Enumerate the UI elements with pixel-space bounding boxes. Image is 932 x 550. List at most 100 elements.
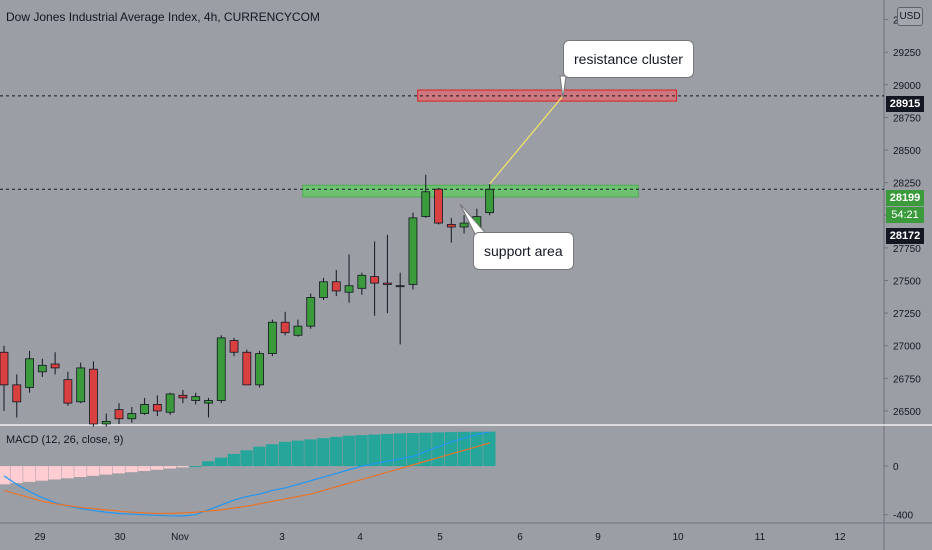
x-tick-label: 12 bbox=[834, 532, 846, 543]
candle-body bbox=[229, 340, 239, 353]
macd-tick-label: -400 bbox=[893, 511, 913, 522]
candle-body bbox=[255, 353, 265, 386]
macd-histogram-bar bbox=[138, 466, 151, 471]
macd-histogram-bar bbox=[74, 466, 87, 478]
candle-body bbox=[76, 367, 86, 403]
candle-body bbox=[280, 321, 290, 334]
candle-body bbox=[63, 379, 73, 404]
candle-body bbox=[12, 384, 22, 403]
candle-body bbox=[127, 413, 137, 420]
candle-body bbox=[0, 351, 9, 386]
macd-histogram-bar bbox=[150, 466, 164, 470]
resistance-callout-pointer bbox=[559, 75, 567, 99]
candle-body bbox=[331, 281, 341, 292]
macd-histogram-bar bbox=[265, 444, 279, 467]
currency-button[interactable]: USD bbox=[897, 7, 923, 26]
macd-histogram-bar bbox=[457, 431, 470, 467]
chart-title: Dow Jones Industrial Average Index, 4h, … bbox=[6, 10, 320, 24]
candle-body bbox=[191, 396, 201, 401]
macd-histogram-bar bbox=[176, 466, 189, 468]
y-tick-label: 28250 bbox=[893, 179, 921, 190]
macd-histogram-bar bbox=[0, 466, 10, 485]
y-tick-label: 27500 bbox=[893, 276, 921, 287]
candle-body bbox=[408, 217, 418, 285]
candle-body bbox=[89, 368, 98, 425]
y-tick-label: 28750 bbox=[893, 113, 921, 124]
candle-body bbox=[178, 394, 188, 399]
x-tick-label: 30 bbox=[114, 532, 126, 543]
macd-histogram-bar bbox=[23, 466, 36, 482]
candle-body bbox=[37, 364, 47, 373]
price-tag-countdown: 54:21 bbox=[886, 207, 924, 223]
candle-body bbox=[434, 188, 443, 224]
x-tick-label: 6 bbox=[517, 532, 523, 543]
macd-histogram-bar bbox=[240, 450, 253, 467]
x-tick-label: 3 bbox=[279, 532, 285, 543]
y-tick-label: 27000 bbox=[893, 342, 921, 353]
macd-histogram-bar bbox=[304, 439, 317, 467]
macd-histogram-bar bbox=[355, 435, 368, 467]
y-tick-label: 26750 bbox=[893, 374, 921, 385]
x-tick-label: 5 bbox=[437, 532, 443, 543]
candle-body bbox=[25, 358, 34, 388]
y-tick-label: 28500 bbox=[893, 146, 921, 157]
support-zone bbox=[302, 184, 639, 198]
macd-histogram-bar bbox=[202, 461, 215, 467]
macd-histogram-bar bbox=[444, 432, 458, 467]
macd-histogram-bar bbox=[432, 432, 445, 467]
candle-body bbox=[204, 400, 213, 404]
candle-body bbox=[357, 274, 367, 289]
candle-body bbox=[50, 363, 60, 369]
candle-body bbox=[485, 188, 495, 214]
candle-body bbox=[446, 223, 456, 228]
macd-histogram-bar bbox=[291, 440, 304, 467]
candle-body bbox=[344, 285, 354, 293]
macd-histogram-bar bbox=[406, 433, 419, 467]
macd-histogram-bar bbox=[61, 466, 74, 479]
macd-histogram-bar bbox=[87, 466, 100, 476]
candle-body bbox=[382, 282, 392, 285]
macd-histogram-bar bbox=[381, 433, 394, 467]
candle-body bbox=[101, 420, 111, 425]
macd-histogram-bar bbox=[163, 466, 177, 469]
candle-body bbox=[370, 276, 380, 284]
macd-histogram-bar bbox=[10, 466, 23, 484]
x-tick-label: 11 bbox=[755, 532, 766, 543]
candle-body bbox=[242, 351, 252, 386]
macd-histogram-bar bbox=[470, 431, 483, 467]
x-tick-label: Nov bbox=[171, 532, 189, 543]
price-tag-last: 28199 bbox=[886, 190, 924, 206]
x-tick-label: 29 bbox=[34, 532, 46, 543]
macd-histogram-bar bbox=[419, 432, 432, 467]
candle-body bbox=[216, 337, 226, 401]
x-tick-label: 9 bbox=[595, 532, 601, 543]
macd-tick-label: 0 bbox=[893, 462, 899, 473]
macd-histogram-bar bbox=[214, 457, 228, 467]
y-tick-label: 26500 bbox=[893, 407, 921, 418]
candle-body bbox=[114, 409, 124, 420]
macd-histogram-bar bbox=[483, 431, 496, 467]
candle-body bbox=[267, 321, 277, 354]
connector-line bbox=[489, 95, 564, 185]
macd-histogram-bar bbox=[317, 438, 330, 467]
y-tick-label: 29250 bbox=[893, 48, 921, 59]
macd-histogram-bar bbox=[393, 433, 407, 467]
macd-histogram-bar bbox=[227, 453, 240, 467]
candle-body bbox=[140, 404, 149, 414]
signal-line bbox=[3, 442, 490, 515]
macd-histogram-bar bbox=[125, 466, 138, 473]
macd-histogram-bar bbox=[329, 436, 343, 467]
x-tick-label: 10 bbox=[672, 532, 684, 543]
y-tick-label: 29000 bbox=[893, 81, 921, 92]
macd-histogram-bar bbox=[342, 435, 355, 467]
macd-histogram-bar bbox=[189, 466, 202, 468]
support-callout[interactable]: support area bbox=[473, 232, 574, 270]
resistance-callout[interactable]: resistance cluster bbox=[563, 40, 694, 78]
candle-body bbox=[165, 393, 175, 413]
x-tick-label: 4 bbox=[357, 532, 363, 543]
candle-body bbox=[152, 404, 162, 412]
macd-histogram-bar bbox=[368, 434, 381, 467]
price-tag-support: 28172 bbox=[886, 228, 924, 244]
